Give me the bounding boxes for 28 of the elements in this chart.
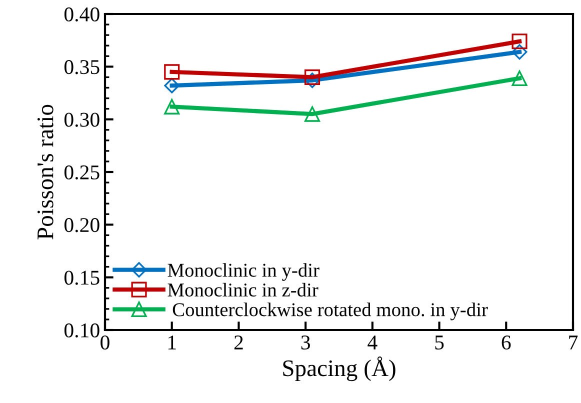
y-tick-label: 0.10 [64,323,100,338]
x-tick-label: 0 [100,335,110,350]
y-tick-label: 0.15 [64,270,100,285]
x-tick-label: 4 [368,336,378,350]
y-tick-label: 0.40 [64,7,100,22]
y-tick-label: 0.20 [64,218,100,232]
y-axis-title: Poisson's ratio [37,104,54,240]
x-tick-label: 3 [301,336,310,350]
point [512,34,528,50]
point [304,106,320,122]
legend-label: Counterclockwise rotated mono. in y-dir [172,302,488,320]
x-tick-label: 1 [168,336,176,350]
y-tick-label: 0.30 [64,112,100,127]
legend-label: Monoclinic in y-dir [168,263,320,281]
x-axis-title: Spacing (Å) [283,356,396,382]
y-tick-label: 0.25 [64,165,100,180]
y-tick-label: 0.35 [64,60,100,74]
point [512,70,528,86]
point [304,69,320,85]
point [164,98,180,114]
x-tick-label: 6 [502,336,511,350]
point [164,64,180,80]
point [512,44,528,60]
x-tick-label: 7 [569,336,578,350]
x-tick-label: 2 [234,336,243,350]
x-tick-label: 5 [435,336,444,350]
legend-label: Monoclinic in z-dir [168,282,318,297]
point [164,78,180,94]
